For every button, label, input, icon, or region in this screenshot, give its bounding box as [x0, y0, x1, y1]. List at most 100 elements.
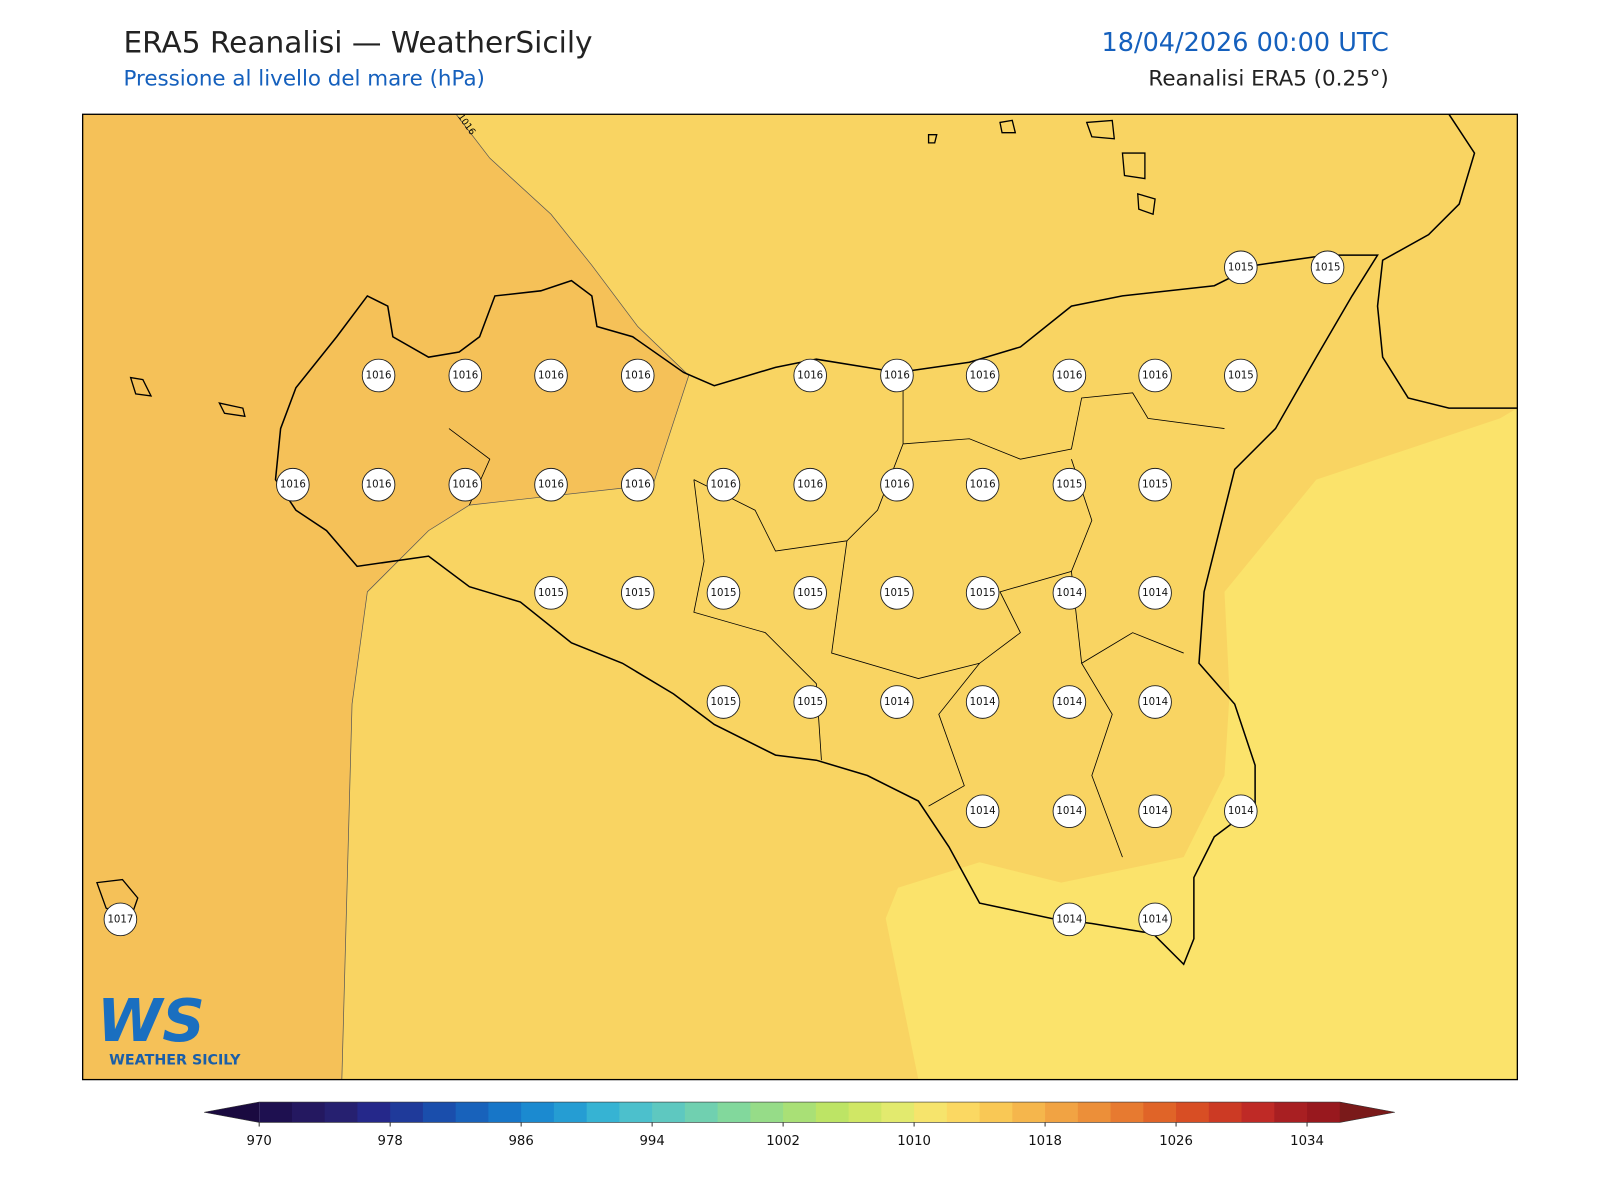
station: 1016	[793, 358, 827, 393]
colorbar-segment	[652, 1102, 686, 1123]
station-value: 1017	[107, 914, 133, 925]
colorbar-segment	[553, 1102, 588, 1123]
station-value: 1015	[797, 697, 823, 708]
colorbar-segment	[1274, 1102, 1308, 1123]
station-marker	[1138, 902, 1172, 937]
colorbar-tick-label: 1026	[1159, 1134, 1193, 1149]
station-marker	[880, 467, 914, 502]
station-marker	[1138, 467, 1172, 502]
station-value: 1015	[711, 697, 737, 708]
station: 1016	[880, 467, 914, 502]
station: 1016	[448, 358, 483, 393]
station: 1016	[448, 467, 483, 502]
colorbar-tick-label: 1018	[1028, 1134, 1062, 1149]
station-value: 1015	[1142, 480, 1168, 491]
colorbar-segment	[750, 1102, 784, 1123]
station-marker	[620, 467, 655, 502]
colorbar-segment	[1045, 1102, 1079, 1123]
station-marker	[448, 467, 483, 502]
colorbar-segment	[815, 1102, 850, 1123]
station: 1016	[361, 358, 396, 393]
colorbar-tick-label: 1002	[766, 1134, 800, 1149]
station-value: 1016	[625, 480, 651, 491]
station-value: 1015	[625, 588, 651, 599]
station-value: 1016	[797, 480, 823, 491]
station: 1016	[361, 467, 396, 502]
station-value: 1016	[797, 371, 823, 382]
station-marker	[1224, 358, 1258, 393]
station: 1015	[620, 576, 655, 610]
station: 1017	[103, 902, 138, 937]
colorbar-over	[1339, 1102, 1395, 1123]
station: 1014	[1138, 902, 1172, 937]
coastline-calabria	[1376, 114, 1518, 409]
colorbar-segment	[357, 1102, 391, 1123]
station-value: 1016	[711, 480, 737, 491]
subtitle: Pressione al livello del mare (hPa)	[123, 67, 484, 92]
station: 1015	[534, 576, 568, 610]
colorbar-segment	[1241, 1102, 1275, 1123]
colorbar-tick-label: 1010	[897, 1134, 931, 1149]
colorbar-segment	[586, 1102, 620, 1123]
colorbar-segment	[455, 1102, 489, 1123]
station-value: 1015	[1315, 262, 1341, 273]
station: 1014	[1052, 576, 1087, 610]
datetime: 18/04/2026 00:00 UTC	[1102, 28, 1389, 58]
station-marker	[706, 685, 741, 719]
station: 1014	[1052, 685, 1087, 719]
colorbar-segment	[1012, 1102, 1046, 1123]
station-marker	[1138, 685, 1172, 719]
station: 1015	[706, 576, 741, 610]
station: 1016	[534, 467, 568, 502]
colorbar-segment	[848, 1102, 882, 1123]
station-value: 1015	[1228, 262, 1254, 273]
station-value: 1014	[1142, 588, 1168, 599]
station-value: 1015	[1228, 371, 1254, 382]
colorbar-tick-label: 978	[378, 1134, 403, 1149]
logo-mark: WS	[97, 986, 205, 1055]
station: 1014	[1138, 794, 1172, 829]
province-borders	[448, 372, 1225, 858]
station-value: 1016	[452, 371, 478, 382]
station-marker	[1138, 576, 1172, 610]
colorbar-segment	[1077, 1102, 1112, 1123]
station-marker	[1052, 576, 1087, 610]
station-marker	[1310, 250, 1345, 285]
station: 1015	[793, 576, 827, 610]
station: 1014	[1138, 576, 1172, 610]
colorbar-tick-label: 994	[639, 1134, 664, 1149]
colorbar-segment	[259, 1102, 293, 1123]
colorbar-segment	[946, 1102, 981, 1123]
station: 1016	[965, 358, 1000, 393]
station-value: 1014	[884, 697, 910, 708]
station: 1016	[276, 467, 310, 502]
station: 1015	[965, 576, 1000, 610]
colorbar-segment	[881, 1102, 915, 1123]
station: 1016	[706, 467, 741, 502]
station: 1014	[965, 794, 1000, 829]
station-value: 1014	[1142, 914, 1168, 925]
colorbar-segment	[1176, 1102, 1210, 1123]
station-marker	[361, 467, 396, 502]
colorbar-segment	[1110, 1102, 1144, 1123]
station-marker	[965, 576, 1000, 610]
islands	[96, 119, 1156, 920]
station: 1016	[1052, 358, 1087, 393]
station-marker	[706, 576, 741, 610]
station-value: 1016	[366, 480, 392, 491]
colorbar-segment	[1307, 1102, 1341, 1123]
station-marker	[1052, 358, 1087, 393]
station-marker	[793, 685, 827, 719]
station-value: 1014	[1142, 697, 1168, 708]
station-marker	[103, 902, 138, 937]
logo: WS WEATHER SICILY	[97, 986, 241, 1068]
station-value: 1014	[1228, 806, 1254, 817]
colorbar-segment	[324, 1102, 358, 1123]
station-marker	[965, 467, 1000, 502]
station-marker	[1224, 794, 1258, 829]
field-low	[885, 408, 1518, 1080]
colorbar-segment	[291, 1102, 326, 1123]
station-value: 1014	[1056, 588, 1082, 599]
station: 1015	[1224, 358, 1258, 393]
